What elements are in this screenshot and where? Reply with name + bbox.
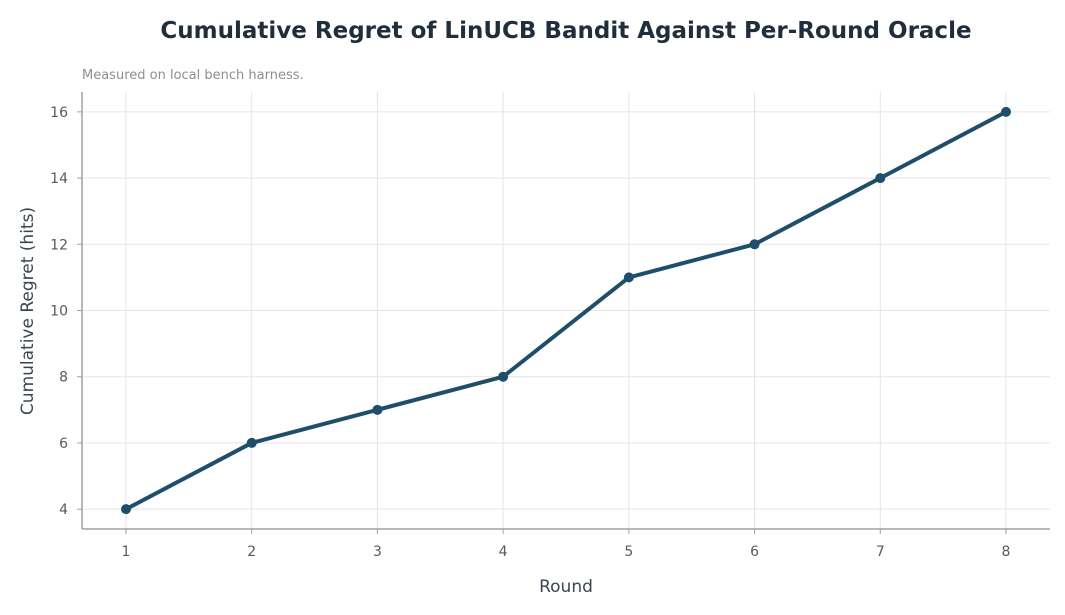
x-axis-label: Round — [539, 577, 593, 597]
x-axis-ticks: 1 2 3 4 5 6 7 8 — [122, 529, 1011, 560]
y-tick-label: 10 — [50, 304, 68, 320]
x-tick-label: 7 — [876, 544, 885, 560]
x-tick-label: 3 — [373, 544, 382, 560]
y-tick-label: 4 — [59, 502, 68, 518]
chart-title: Cumulative Regret of LinUCB Bandit Again… — [160, 18, 971, 44]
data-point — [498, 371, 509, 382]
series-line — [124, 109, 1008, 512]
x-tick-label: 6 — [750, 544, 759, 560]
series-layer — [121, 106, 1011, 515]
y-tick-label: 12 — [50, 237, 68, 253]
x-tick-label: 2 — [247, 544, 256, 560]
data-point — [1001, 106, 1011, 117]
y-tick-label: 16 — [50, 105, 68, 121]
x-tick-label: 1 — [122, 544, 131, 560]
x-tick-label: 5 — [624, 544, 633, 560]
y-axis-label: Cumulative Regret (hits) — [18, 207, 38, 415]
y-tick-label: 6 — [59, 436, 68, 452]
y-tick-label: 14 — [50, 171, 68, 187]
data-point — [246, 437, 257, 448]
x-tick-label: 4 — [499, 544, 508, 560]
y-axis-ticks: 4 6 8 10 12 14 16 — [50, 105, 82, 518]
data-point — [623, 272, 634, 283]
data-point — [875, 173, 886, 184]
chart-subtitle: Measured on local bench harness. — [82, 68, 304, 83]
x-tick-label: 8 — [1002, 544, 1011, 560]
data-point — [372, 404, 383, 415]
grid — [82, 92, 1050, 529]
data-point — [121, 504, 131, 515]
data-point — [749, 239, 760, 250]
y-tick-label: 8 — [59, 370, 68, 386]
